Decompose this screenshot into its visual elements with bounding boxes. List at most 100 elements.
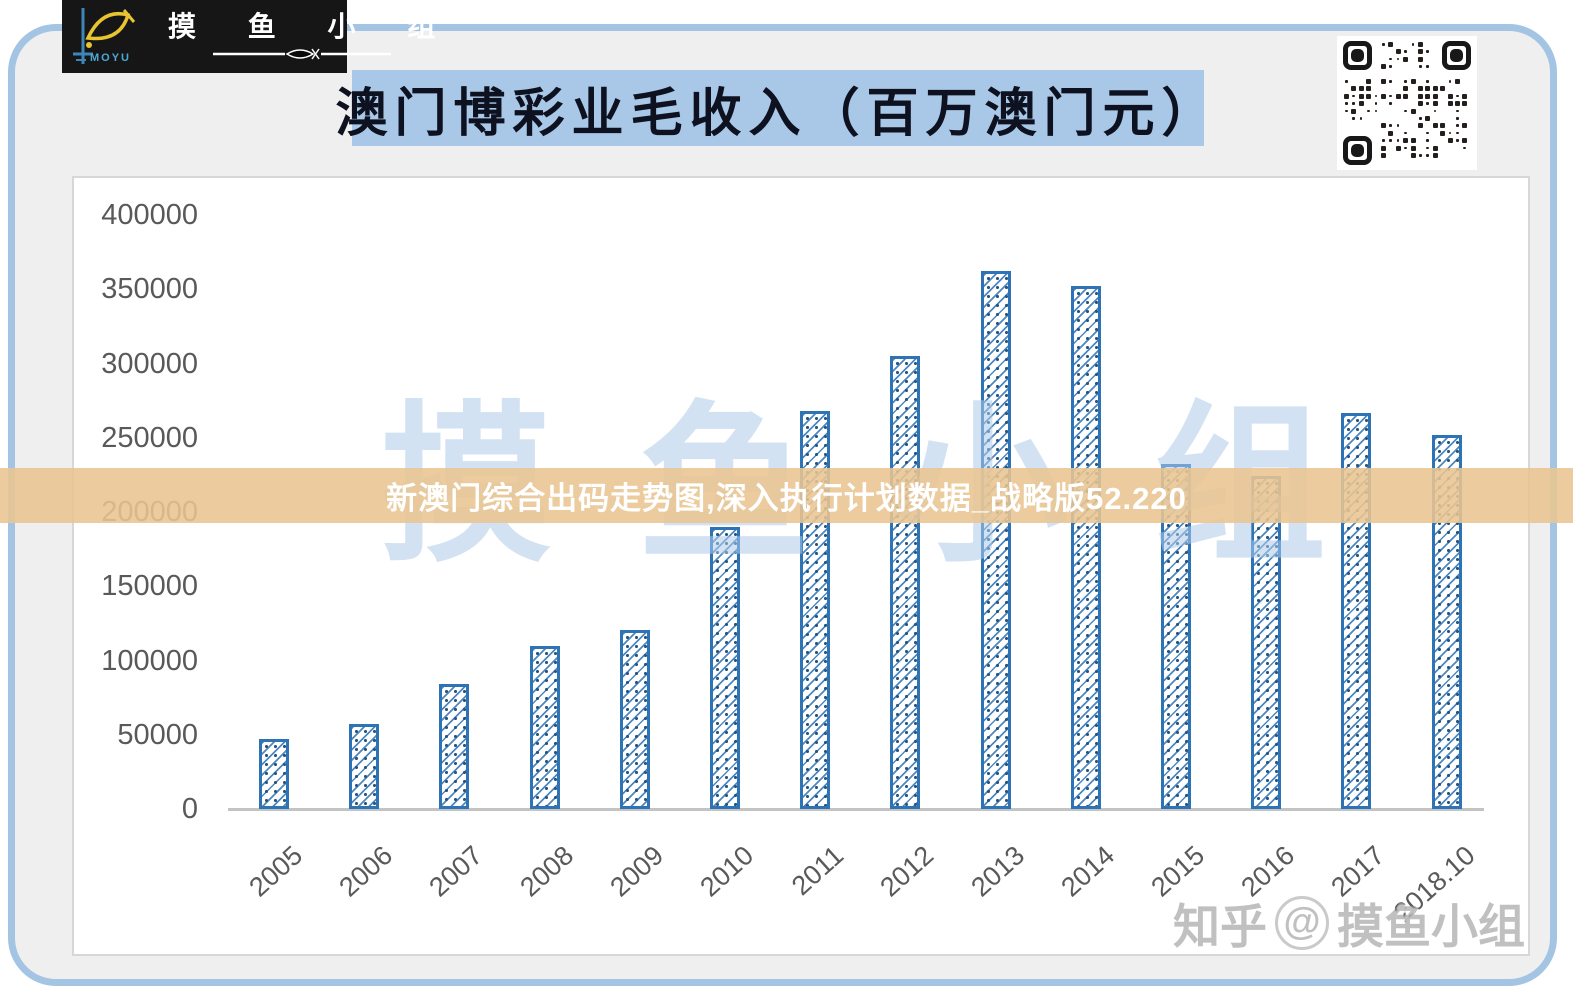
qr-module: [1374, 102, 1378, 105]
qr-module: [1456, 139, 1459, 142]
qr-module: [1432, 93, 1438, 99]
bar-2012: [890, 356, 921, 809]
overlay-banner: 新澳门综合出码走势图,深入执行计划数据_战略版52.220: [0, 468, 1573, 523]
qr-module: [1381, 93, 1386, 99]
corner-watermark: 知乎 @ 摸鱼小组: [1173, 888, 1525, 957]
qr-module: [1426, 50, 1429, 53]
qr-module: [1410, 108, 1416, 114]
qr-module: [1433, 109, 1437, 113]
y-tick-label: 100000: [101, 644, 198, 677]
qr-module: [1426, 131, 1429, 135]
bar-2009: [619, 630, 650, 809]
qr-module: [1367, 109, 1370, 113]
qr-module: [1381, 79, 1386, 84]
x-tick-label: 2013: [964, 840, 1030, 903]
qr-module: [1389, 124, 1392, 127]
qr-module: [1382, 139, 1385, 142]
qr-module: [1352, 102, 1355, 105]
chart-title-block: 澳门博彩业毛收入（百万澳门元）: [336, 70, 1214, 146]
qr-module: [1388, 130, 1394, 136]
qr-module: [1418, 123, 1423, 129]
qr-module: [1447, 101, 1453, 107]
qr-module: [1381, 145, 1386, 151]
qr-module: [1418, 42, 1423, 47]
qr-module: [1358, 101, 1364, 107]
qr-module: [1396, 139, 1400, 142]
qr-module: [1366, 86, 1372, 92]
qr-module: [1358, 86, 1364, 92]
qr-module: [1432, 145, 1438, 151]
qr-module: [1351, 86, 1357, 92]
chart-title: 澳门博彩业毛收入（百万澳门元）: [335, 84, 1221, 143]
bar-2010: [710, 526, 740, 809]
qr-module: [1426, 146, 1429, 150]
qr-module: [1366, 93, 1372, 99]
qr-module: [1403, 56, 1409, 62]
x-tick-label: 2009: [604, 840, 669, 903]
qr-module: [1366, 79, 1372, 84]
qr-module: [1389, 94, 1392, 98]
overlay-banner-text: 新澳门综合出码走势图,深入执行计划数据_战略版52.220: [386, 481, 1187, 516]
qr-module: [1462, 138, 1468, 144]
qr-module: [1448, 131, 1452, 135]
qr-module: [1396, 57, 1400, 61]
y-tick-label: 50000: [117, 718, 198, 751]
qr-module: [1462, 101, 1468, 107]
qr-module: [1381, 153, 1386, 158]
qr-module: [1410, 145, 1416, 151]
y-tick-label: 250000: [101, 421, 198, 454]
qr-module: [1425, 116, 1431, 121]
bar-2016: [1251, 476, 1282, 809]
qr-module: [1410, 79, 1416, 84]
qr-module: [1411, 43, 1415, 46]
bar-2008: [529, 645, 560, 809]
qr-module: [1419, 154, 1422, 157]
qr-module: [1381, 64, 1386, 70]
qr-module: [1403, 93, 1409, 99]
qr-module: [1345, 80, 1348, 83]
qr-module: [1418, 86, 1423, 92]
qr-finder-icon: [1442, 41, 1471, 70]
qr-module: [1352, 117, 1355, 120]
qr-module: [1345, 102, 1348, 105]
qr-module: [1418, 56, 1423, 62]
qr-module: [1381, 123, 1386, 129]
qr-module: [1374, 109, 1378, 113]
qr-module: [1447, 138, 1453, 144]
qr-module: [1388, 42, 1394, 47]
qr-module: [1440, 86, 1446, 92]
qr-module: [1410, 153, 1416, 158]
qr-module: [1404, 146, 1407, 150]
qr-module: [1395, 49, 1401, 55]
qr-finder-icon: [1343, 41, 1372, 70]
qr-module: [1352, 94, 1355, 98]
qr-module: [1396, 124, 1400, 127]
x-tick-label: 2005: [243, 840, 309, 903]
qr-finder-icon: [1343, 136, 1372, 165]
x-axis-line: [228, 808, 1484, 811]
qr-module: [1440, 123, 1446, 129]
qr-module: [1456, 131, 1459, 135]
qr-module: [1456, 117, 1459, 120]
qr-module: [1432, 153, 1438, 158]
qr-module: [1418, 93, 1423, 99]
qr-module: [1389, 57, 1392, 61]
qr-module: [1432, 86, 1438, 92]
y-tick-label: 300000: [101, 347, 198, 380]
bar-2014: [1070, 286, 1101, 809]
x-tick-label: 2007: [423, 840, 489, 903]
x-tick-label: 2011: [786, 840, 850, 902]
y-tick-label: 350000: [101, 273, 198, 306]
x-tick-label: 2010: [694, 840, 760, 903]
qr-module: [1410, 138, 1416, 144]
qr-module: [1432, 101, 1438, 107]
qr-module: [1456, 94, 1459, 98]
logo-text-column: 摸 鱼 小 组: [146, 12, 467, 61]
bar-2015: [1161, 464, 1191, 809]
qr-module: [1382, 43, 1385, 46]
qr-module: [1404, 80, 1407, 83]
qr-module: [1426, 65, 1429, 68]
x-tick-label: 2014: [1055, 840, 1120, 903]
qr-module: [1419, 65, 1422, 68]
corner-watermark-site: 知乎: [1173, 900, 1267, 953]
